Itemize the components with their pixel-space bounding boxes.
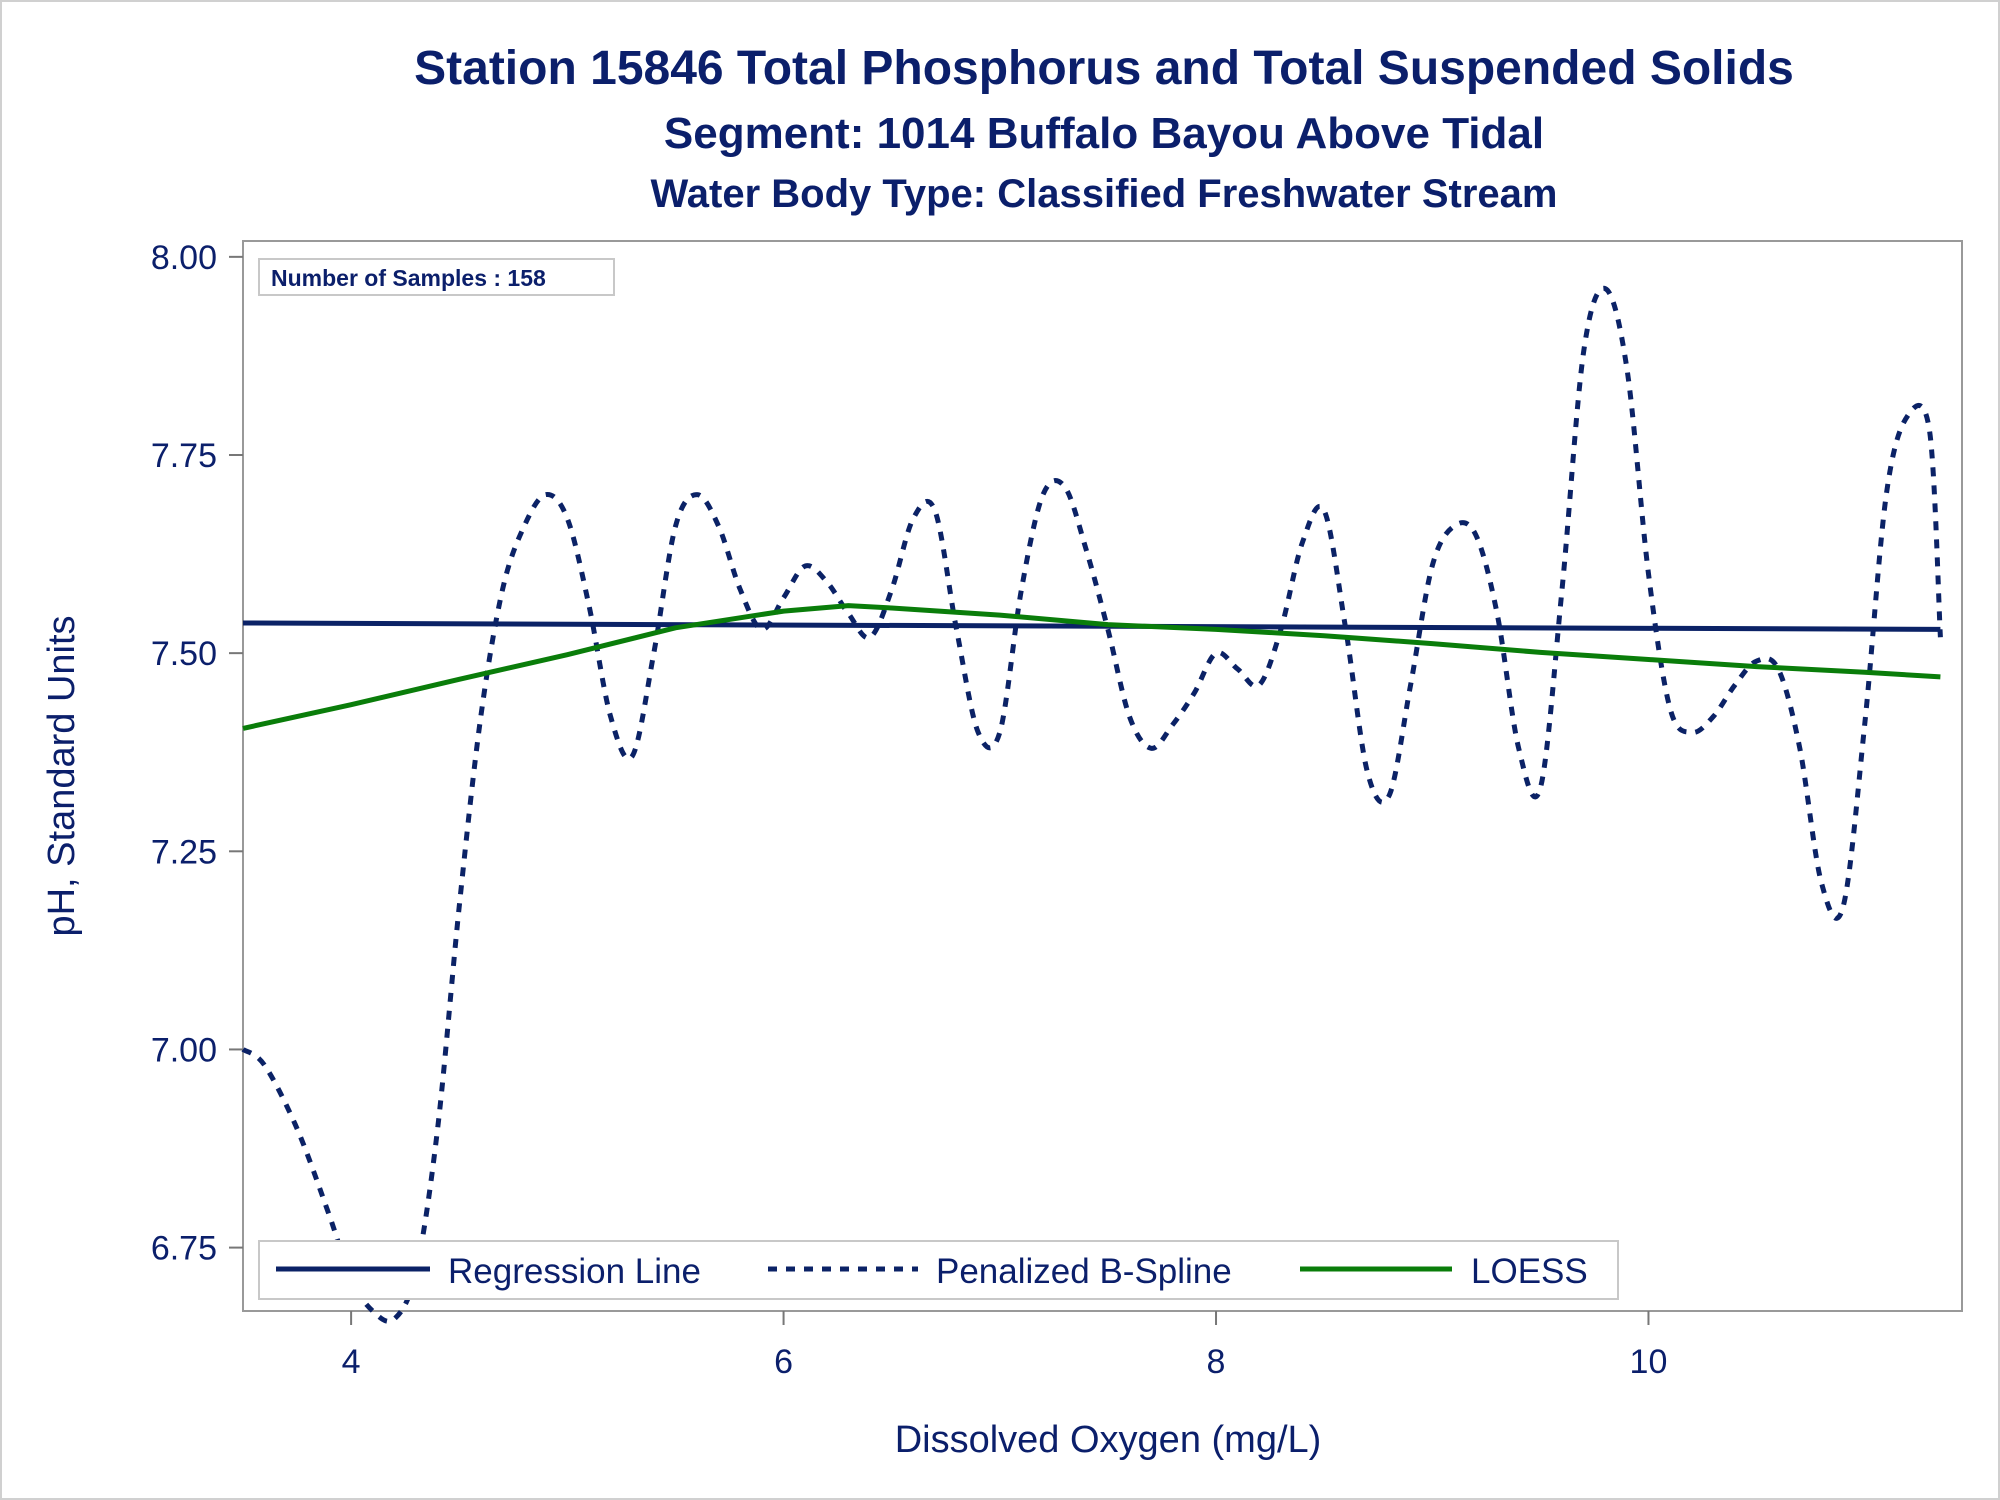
y-tick-label: 7.25 (151, 833, 217, 871)
y-tick-label: 6.75 (151, 1230, 217, 1268)
x-tick-label: 10 (1630, 1343, 1668, 1381)
x-tick-label: 8 (1207, 1343, 1226, 1381)
legend-label-loess: LOESS (1471, 1252, 1588, 1291)
loess-line (242, 603, 1941, 731)
sample-count-box: Number of Samples : 158 (258, 258, 615, 296)
plot-area-frame (242, 240, 1963, 1312)
chart-subtitle-2: Water Body Type: Classified Freshwater S… (651, 172, 1558, 216)
chart-title: Station 15846 Total Phosphorus and Total… (414, 42, 1794, 95)
y-tick-label: 8.00 (151, 239, 217, 277)
legend-label-regression: Regression Line (448, 1252, 701, 1291)
sample-count-text: Number of Samples : 158 (271, 265, 546, 291)
chart-subtitle: Segment: 1014 Buffalo Bayou Above Tidal (664, 109, 1544, 158)
sample-count-frame (258, 258, 615, 296)
y-axis-label: pH, Standard Units (41, 615, 83, 936)
y-axis: 6.75 7.00 7.25 7.50 7.75 8.00 (151, 239, 243, 1268)
series-layer (241, 285, 1943, 1324)
legend-label-spline: Penalized B-Spline (936, 1252, 1232, 1291)
x-tick-label: 4 (342, 1343, 361, 1381)
x-axis-label: Dissolved Oxygen (mg/L) (895, 1419, 1322, 1461)
y-tick-label: 7.00 (151, 1031, 217, 1069)
x-axis: 4 6 8 10 (342, 1311, 1668, 1381)
legend: Regression Line Penalized B-Spline LOESS (258, 1240, 1619, 1300)
x-tick-label: 6 (774, 1343, 793, 1381)
y-tick-label: 7.50 (151, 635, 217, 673)
y-tick-label: 7.75 (151, 437, 217, 475)
penalized-b-spline (241, 285, 1943, 1324)
